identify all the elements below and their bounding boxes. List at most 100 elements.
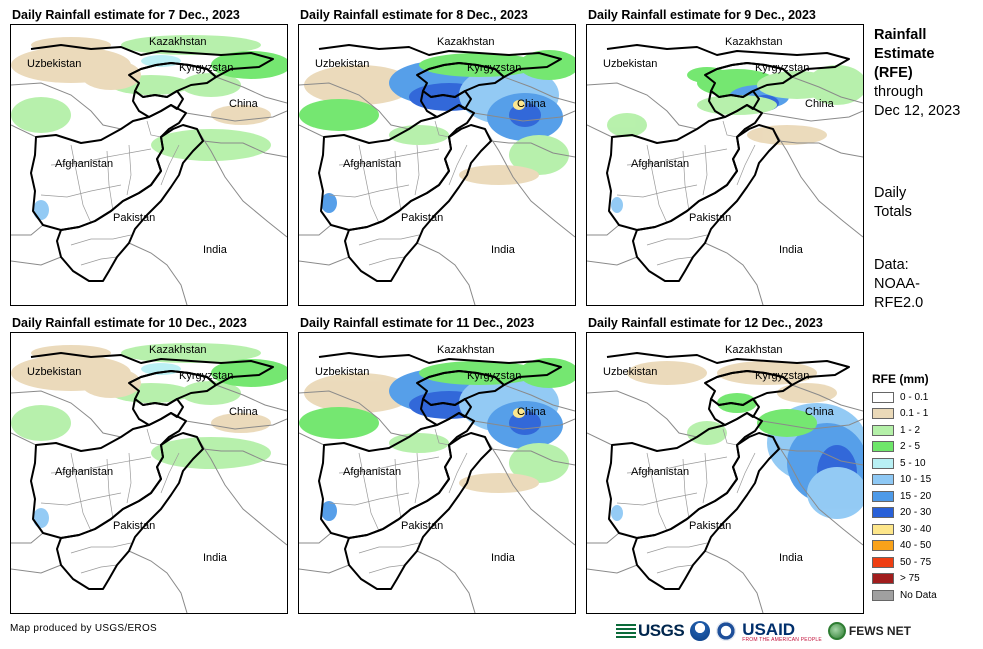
province-border	[126, 452, 132, 504]
kazakhstan-border	[606, 44, 850, 78]
kazakhstan-border	[30, 352, 274, 386]
province-border	[358, 542, 420, 554]
country-border	[11, 390, 122, 438]
province-border	[70, 542, 132, 554]
rainfall-map-panel: Daily Rainfall estimate for 9 Dec., 2023…	[586, 8, 864, 306]
rainfall-area	[807, 467, 863, 519]
kazakhstan-border	[606, 352, 850, 386]
country-label-india: India	[203, 244, 228, 256]
province-border	[358, 234, 420, 246]
country-border	[587, 256, 638, 266]
daily-line-2: Totals	[874, 204, 912, 220]
title-line-1: Rainfall	[874, 27, 927, 43]
province-border	[358, 144, 380, 224]
legend-label: > 75	[900, 573, 920, 585]
rainfall-area	[389, 433, 449, 453]
legend-item: 30 - 40	[872, 521, 972, 538]
country-label-kazakhstan: Kazakhstan	[725, 344, 782, 356]
country-border	[185, 110, 287, 122]
title-line-3: (RFE)	[874, 65, 913, 81]
rainfall-area	[121, 35, 261, 55]
country-border	[11, 124, 37, 138]
province-border	[656, 564, 694, 574]
tajikistan-border	[708, 398, 760, 426]
province-border	[656, 256, 694, 266]
province-border	[70, 144, 92, 224]
country-border	[11, 564, 62, 574]
country-border	[299, 256, 350, 266]
country-label-pakistan: Pakistan	[401, 520, 443, 532]
country-border	[704, 550, 764, 613]
product-title: Rainfall Estimate (RFE) through Dec 12, …	[874, 26, 960, 121]
country-label-afghanistan: Afghanistan	[55, 158, 113, 170]
country-border	[299, 432, 325, 446]
province-border	[414, 144, 420, 196]
country-border	[299, 532, 332, 544]
legend-swatch	[872, 408, 894, 420]
legend-item: 2 - 5	[872, 439, 972, 456]
rainfall-area	[11, 97, 71, 133]
country-label-kyrgyzstan: Kyrgyzstan	[755, 370, 809, 382]
country-label-china: China	[517, 98, 547, 110]
province-border	[160, 144, 180, 186]
province-border	[722, 428, 738, 446]
country-border	[761, 418, 863, 430]
country-border	[484, 436, 575, 546]
panel-title: Daily Rainfall estimate for 12 Dec., 202…	[588, 316, 823, 330]
country-border	[416, 242, 476, 305]
country-label-india: India	[203, 552, 228, 564]
province-border	[40, 492, 122, 506]
country-border	[772, 128, 863, 238]
province-border	[338, 456, 440, 474]
rainfall-area	[607, 113, 647, 137]
rainfall-area	[611, 505, 623, 521]
country-border	[196, 436, 287, 546]
rainfall-area	[459, 165, 539, 185]
rainfall-map: Kazakhstan Uzbekistan Kyrgyzstan China Afgha…	[587, 36, 863, 305]
country-border	[704, 242, 764, 305]
country-border	[299, 390, 410, 438]
data-line-3: RFE2.0	[874, 295, 924, 311]
province-border	[160, 452, 180, 494]
rainfall-map-panel: Daily Rainfall estimate for 7 Dec., 2023…	[10, 8, 288, 306]
legend-label: 50 - 75	[900, 556, 932, 568]
title-line-2: Estimate	[874, 46, 935, 62]
pakistan-border	[344, 124, 492, 282]
country-border	[587, 390, 698, 438]
legend-label: 1 - 2	[900, 424, 921, 436]
country-border	[215, 76, 287, 104]
rainfall-area	[33, 200, 49, 220]
country-border	[185, 418, 287, 430]
province-border	[626, 456, 728, 474]
panel-title: Daily Rainfall estimate for 10 Dec., 202…	[12, 316, 247, 330]
country-border	[128, 242, 188, 305]
fews-net-logo: FEWS NET	[827, 622, 911, 640]
rainfall-map-panel: Daily Rainfall estimate for 11 Dec., 202…	[298, 316, 576, 614]
legend-item: 20 - 30	[872, 505, 972, 522]
province-border	[70, 234, 132, 246]
data-line-2: NOAA-	[874, 276, 920, 292]
legend-swatch	[872, 589, 894, 601]
rainfall-area	[627, 361, 707, 385]
province-border	[682, 458, 690, 520]
data-line-1: Data:	[874, 257, 909, 273]
legend-label: 5 - 10	[900, 457, 926, 469]
kazakhstan-border	[318, 352, 562, 386]
country-border	[587, 432, 613, 446]
country-label-uzbekistan: Uzbekistan	[315, 366, 369, 378]
country-border	[11, 532, 44, 544]
country-border	[772, 436, 863, 546]
rainfall-area	[304, 373, 414, 413]
panel-title: Daily Rainfall estimate for 8 Dec., 2023	[300, 8, 528, 22]
country-border	[416, 550, 476, 613]
country-label-kazakhstan: Kazakhstan	[437, 36, 494, 48]
country-label-kyrgyzstan: Kyrgyzstan	[179, 62, 233, 74]
province-border	[80, 564, 118, 574]
province-border	[394, 458, 402, 520]
country-border	[11, 256, 62, 266]
legend-title: RFE (mm)	[872, 372, 929, 386]
country-border	[196, 128, 287, 238]
rainfall-map: Kazakhstan Uzbekistan Kyrgyzstan China Afgha…	[299, 36, 575, 305]
rainfall-overlay	[11, 343, 287, 528]
panel-title: Daily Rainfall estimate for 9 Dec., 2023	[588, 8, 816, 22]
